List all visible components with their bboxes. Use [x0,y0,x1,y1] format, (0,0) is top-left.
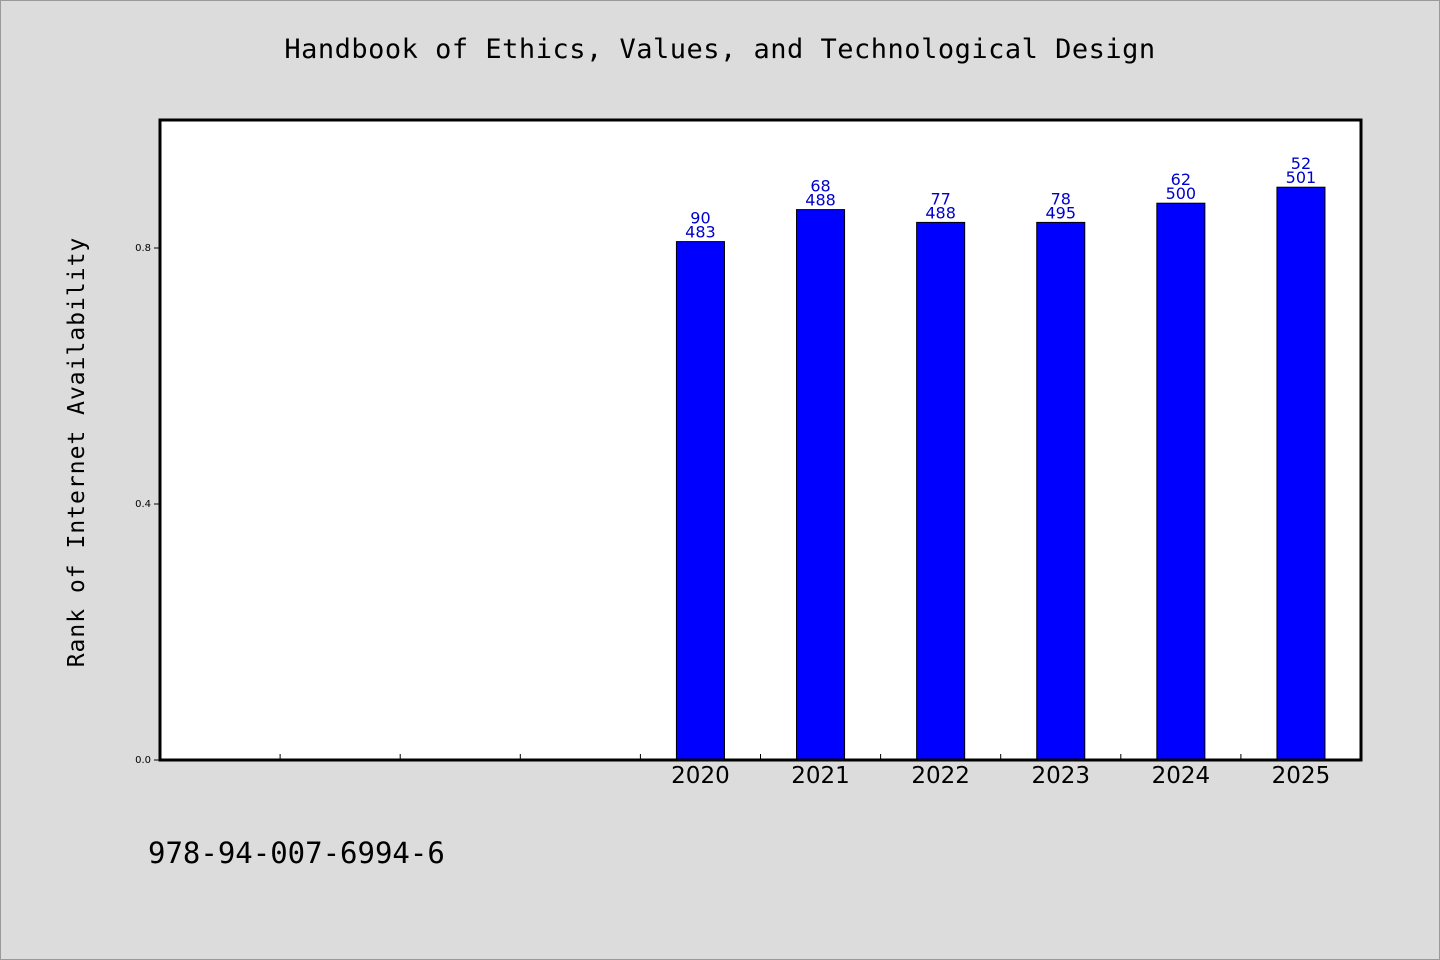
bar-label-top: 52 [1291,154,1311,173]
bar-label-top: 62 [1171,170,1191,189]
x-tick-label: 2024 [1152,763,1211,789]
bar-label-bottom: 500 [1166,184,1197,203]
bar-label-bottom: 488 [925,203,956,222]
y-tick-label: 0.4 [135,499,151,510]
bar-2021 [796,209,846,761]
bar-label-bottom: 488 [805,191,836,210]
bar-label-bottom: 495 [1045,203,1076,222]
bar-2024 [1156,202,1206,761]
bar-label-top: 90 [690,209,710,228]
bar-label-bottom: 483 [685,223,716,242]
bar-label-top: 68 [810,177,830,196]
x-tick-label: 2025 [1272,763,1331,789]
bar-2022 [916,221,966,761]
x-tick-label: 2022 [911,763,970,789]
bar-2025 [1276,186,1326,761]
plot-border [158,118,1363,762]
bar-2020 [675,241,725,761]
x-tick-label: 2021 [791,763,850,789]
isbn-footer: 978-94-007-6994-6 [148,836,445,870]
bar-label-top: 77 [930,189,950,208]
y-tick-label: 0.8 [135,243,151,254]
bar-label-bottom: 501 [1286,168,1317,187]
x-tick-label: 2023 [1031,763,1090,789]
bar-2023 [1036,221,1086,761]
chart-title: Handbook of Ethics, Values, and Technolo… [284,34,1156,65]
y-tick-label: 0.0 [135,755,151,766]
bar-label-top: 78 [1051,189,1071,208]
x-tick-label: 2020 [671,763,730,789]
